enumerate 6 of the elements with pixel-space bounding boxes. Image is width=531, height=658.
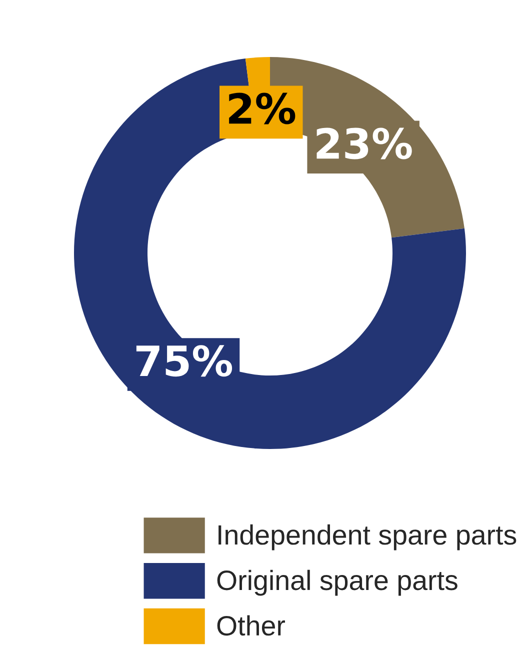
donut-slice: [74, 58, 466, 449]
data-label: 23%: [316, 128, 412, 160]
data-label: 75%: [136, 345, 232, 377]
legend-label: Original spare parts: [217, 570, 458, 596]
legend-label: Other: [217, 615, 285, 636]
legend-label: Independent spare parts: [218, 524, 516, 550]
